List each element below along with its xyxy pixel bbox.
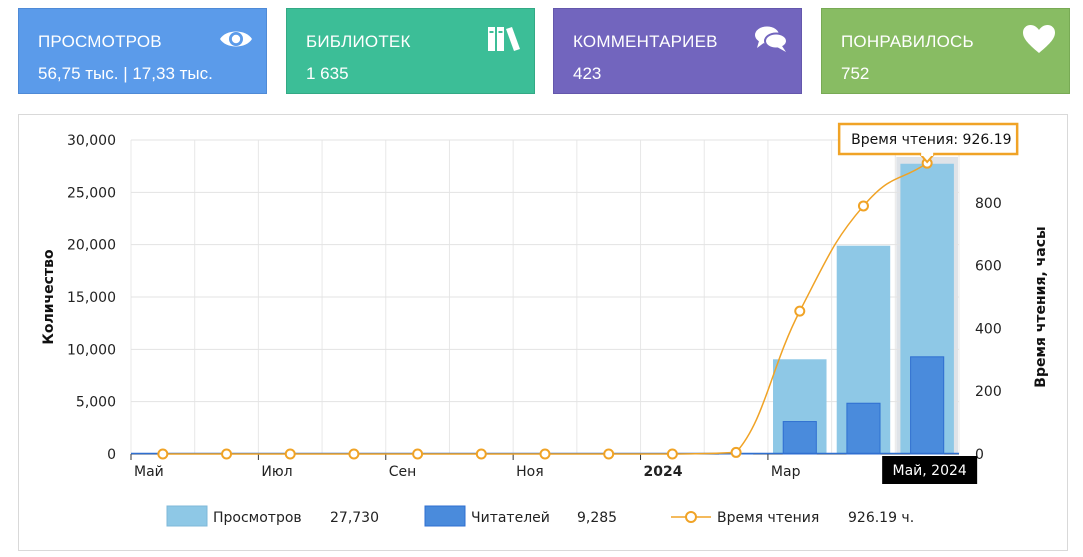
x-tooltip-box <box>882 456 978 484</box>
books-icon <box>488 27 520 51</box>
stat-title: КОММЕНТАРИЕВ <box>573 32 718 51</box>
y2-tick-label: 800 <box>975 196 1002 212</box>
stat-title: БИБЛИОТЕК <box>306 32 411 51</box>
line-point-reading-time <box>284 448 296 460</box>
x-tick-label: Июл <box>261 464 292 480</box>
x-tick-label: Мар <box>771 464 801 480</box>
y2-tick-label: 600 <box>975 259 1002 275</box>
line-point-reading-time <box>539 448 551 460</box>
y-tick-label: 20,000 <box>67 238 116 254</box>
bar-readers <box>910 356 945 455</box>
stat-title: ПОНРАВИЛОСЬ <box>841 32 974 51</box>
tooltip-pointer-mask <box>921 152 934 156</box>
legend-swatch-readers <box>424 505 466 527</box>
stat-value: 1 635 <box>306 64 349 83</box>
y2-tick-label: 0 <box>975 447 984 463</box>
tooltip-box <box>837 122 1019 156</box>
line-point-reading-time <box>794 305 806 317</box>
line-point-reading-time <box>221 448 233 460</box>
line-point-reading-time <box>666 448 678 460</box>
line-point-reading-time <box>857 200 869 212</box>
bar-readers <box>782 421 817 455</box>
stat-card-comments[interactable]: КОММЕНТАРИЕВ 423 <box>553 8 802 94</box>
y-tick-label: 25,000 <box>67 185 116 201</box>
stat-card-likes[interactable]: ПОНРАВИЛОСЬ 752 <box>821 8 1070 94</box>
legend-value-views: 27,730 <box>330 510 379 526</box>
line-point-reading-time <box>412 448 424 460</box>
legend-value-reading: 926.19 ч. <box>848 510 914 526</box>
bar-readers <box>846 402 881 455</box>
x-tick-label: 2024 <box>644 464 683 480</box>
line-point-reading-time <box>730 446 742 458</box>
tooltip-label: Время чтения: 926.19 <box>851 132 1011 148</box>
x-tick-label: Ноя <box>516 464 544 480</box>
comments-icon <box>755 26 788 52</box>
x-tooltip-label: Май, 2024 <box>893 463 967 479</box>
x-tick-label: Сен <box>389 464 417 480</box>
legend-value-readers: 9,285 <box>577 510 617 526</box>
line-reading-time <box>162 162 928 455</box>
y-tick-label: 0 <box>107 447 116 463</box>
y-axis-title: Количество <box>41 249 57 345</box>
legend-swatch-views <box>166 505 208 527</box>
stat-value: 752 <box>841 64 870 83</box>
legend-label-readers: Читателей <box>471 510 550 526</box>
legend-label-views: Просмотров <box>213 510 302 526</box>
y-tick-label: 10,000 <box>67 342 116 358</box>
stat-card-libraries[interactable]: БИБЛИОТЕК 1 635 <box>286 8 535 94</box>
line-point-reading-time <box>157 448 169 460</box>
x-tick-label: Май <box>134 464 164 480</box>
reading-stats-chart: 0 5,000 10,000 15,000 20,000 25,000 30,000 0 200… <box>41 122 1049 527</box>
y-tick-label: 5,000 <box>76 395 116 411</box>
eye-icon <box>220 31 252 47</box>
y2-tick-label: 400 <box>975 321 1002 337</box>
legend-swatch-marker-reading <box>685 511 697 523</box>
y2-axis-title: Время чтения, часы <box>1033 226 1049 387</box>
line-point-reading-time <box>348 448 360 460</box>
line-point-reading-time <box>603 448 615 460</box>
y-tick-label: 15,000 <box>67 290 116 306</box>
line-point-reading-time <box>475 448 487 460</box>
heart-icon <box>1023 25 1055 53</box>
stat-card-views[interactable]: ПРОСМОТРОВ 56,75 тыс. | 17,33 тыс. <box>18 8 267 94</box>
y2-tick-label: 200 <box>975 384 1002 400</box>
chart-panel: 0 5,000 10,000 15,000 20,000 25,000 30,000 0 200… <box>18 114 1068 551</box>
stat-value: 56,75 тыс. | 17,33 тыс. <box>38 64 213 83</box>
stat-title: ПРОСМОТРОВ <box>38 32 162 51</box>
stat-value: 423 <box>573 64 602 83</box>
y-tick-label: 30,000 <box>67 133 116 149</box>
legend-label-reading: Время чтения <box>717 510 819 526</box>
